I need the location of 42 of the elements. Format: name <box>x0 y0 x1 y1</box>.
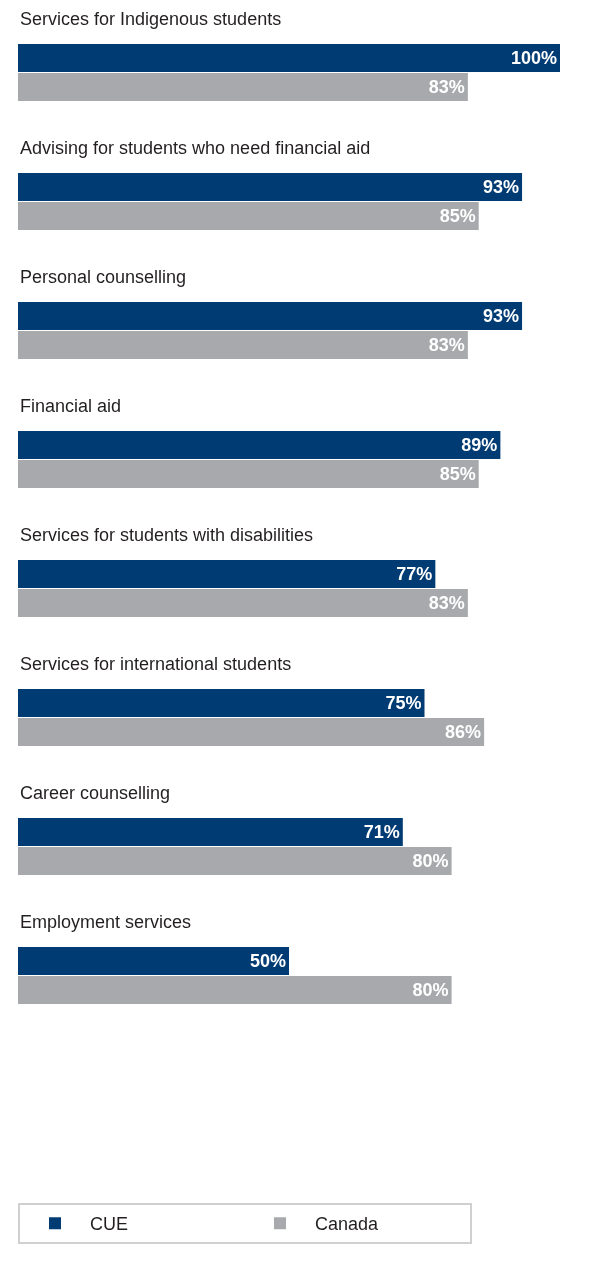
data-label: 100% <box>510 47 557 68</box>
y-tick-label: Personal counselling <box>20 267 187 287</box>
data-label: 85% <box>439 206 476 227</box>
legend-label: CUE <box>90 1214 129 1235</box>
data-label: 77% <box>396 563 433 584</box>
bar <box>18 818 403 846</box>
data-label: 85% <box>439 464 476 485</box>
data-label: 89% <box>461 434 498 455</box>
bar <box>18 947 289 975</box>
bar <box>18 331 468 359</box>
bar <box>18 689 425 717</box>
y-tick-label: Career counselling <box>20 783 171 803</box>
data-label: 80% <box>412 980 449 1001</box>
data-label: 71% <box>363 821 400 842</box>
bar <box>18 589 468 617</box>
bar <box>18 460 479 488</box>
y-tick-label: Services for Indigenous students <box>20 9 282 29</box>
data-label: 93% <box>483 176 520 197</box>
y-tick-label: Employment services <box>20 912 192 932</box>
bar <box>18 976 452 1004</box>
data-label: 83% <box>428 593 465 614</box>
data-label: 75% <box>385 692 422 713</box>
data-label: 50% <box>249 950 286 971</box>
data-label: 93% <box>483 305 520 326</box>
data-label: 83% <box>428 77 465 98</box>
bar <box>18 847 452 875</box>
data-label: 86% <box>445 722 482 743</box>
bar <box>18 302 523 330</box>
y-tick-label: Services for students with disabilities <box>20 525 314 545</box>
y-tick-label: Services for international students <box>20 654 292 674</box>
legend-label: Canada <box>315 1214 380 1235</box>
y-tick-label: Financial aid <box>20 396 122 416</box>
bar <box>18 44 560 72</box>
y-tick-label: Advising for students who need financial aid <box>20 138 371 158</box>
bar <box>18 173 523 201</box>
data-label: 83% <box>428 335 465 356</box>
bar <box>18 560 436 588</box>
bar <box>18 718 485 746</box>
bar <box>18 431 501 459</box>
bar <box>18 202 479 230</box>
bar <box>18 73 468 101</box>
data-label: 80% <box>412 851 449 872</box>
